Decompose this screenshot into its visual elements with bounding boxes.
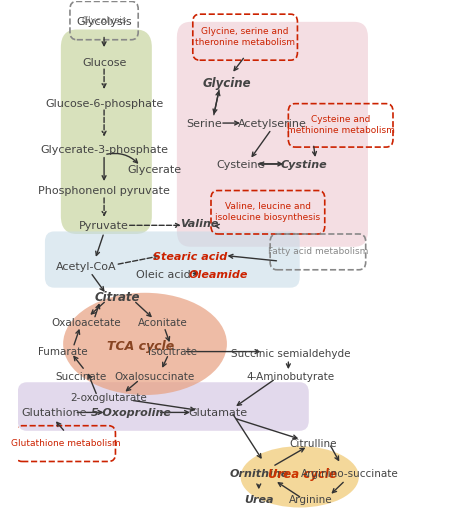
Text: Fumarate: Fumarate (38, 346, 88, 357)
Text: Ornithine: Ornithine (229, 469, 288, 479)
Text: Arginine: Arginine (289, 495, 333, 505)
Text: Stearic acid: Stearic acid (154, 252, 228, 262)
Text: Citrulline: Citrulline (290, 438, 337, 449)
Text: Glycolysis: Glycolysis (76, 17, 132, 27)
Text: Glucose: Glucose (82, 58, 126, 68)
Text: Glutamate: Glutamate (188, 408, 247, 418)
Text: Cysteine: Cysteine (216, 160, 265, 170)
Text: Phosphonenol pyruvate: Phosphonenol pyruvate (38, 186, 170, 195)
Text: TCA cycle: TCA cycle (107, 340, 174, 353)
Text: Glucose-6-phosphate: Glucose-6-phosphate (45, 99, 163, 108)
Text: Urea cycle: Urea cycle (267, 468, 337, 481)
Text: Oxaloacetate: Oxaloacetate (51, 319, 121, 328)
Text: Glycolysis: Glycolysis (82, 16, 127, 25)
FancyBboxPatch shape (61, 29, 152, 234)
Text: Succinic semialdehyde: Succinic semialdehyde (231, 349, 350, 359)
Text: Serine: Serine (186, 119, 222, 129)
Text: Aconitate: Aconitate (138, 319, 188, 328)
Text: 2-oxoglutarate: 2-oxoglutarate (70, 393, 147, 402)
Text: Urea: Urea (244, 495, 273, 505)
Text: Oxalosuccinate: Oxalosuccinate (114, 372, 194, 382)
Text: Acetyl-CoA: Acetyl-CoA (55, 262, 116, 272)
Text: Oleic acid: Oleic acid (136, 270, 191, 280)
Text: Cysteine and
methionine metabolism: Cysteine and methionine metabolism (287, 115, 394, 135)
FancyBboxPatch shape (177, 22, 368, 247)
Text: Glycine: Glycine (202, 77, 251, 89)
Text: Cystine: Cystine (281, 160, 328, 170)
Text: Citrate: Citrate (95, 291, 140, 304)
FancyBboxPatch shape (45, 231, 300, 288)
Text: Valine, leucine and
isoleucine biosynthesis: Valine, leucine and isoleucine biosynthe… (215, 202, 320, 223)
Text: Succinate: Succinate (56, 372, 107, 382)
FancyBboxPatch shape (18, 382, 309, 431)
Text: Glycerate: Glycerate (127, 165, 181, 175)
Text: Fatty acid metabolism: Fatty acid metabolism (268, 247, 368, 256)
Ellipse shape (63, 293, 227, 395)
Text: Pyruvate: Pyruvate (79, 222, 129, 231)
Text: 5-Oxoproline: 5-Oxoproline (91, 408, 172, 418)
Text: Arginino-succinate: Arginino-succinate (301, 469, 399, 479)
Text: 4-Aminobutyrate: 4-Aminobutyrate (246, 372, 335, 382)
Text: Acetylserine: Acetylserine (238, 119, 307, 129)
Text: Glycine, serine and
theronine metabolism: Glycine, serine and theronine metabolism (195, 27, 295, 47)
Text: Oleamide: Oleamide (188, 270, 247, 280)
Text: Isocitrate: Isocitrate (148, 346, 197, 357)
Text: Glycerate-3-phosphate: Glycerate-3-phosphate (40, 144, 168, 155)
Text: Glutathione metabolism: Glutathione metabolism (10, 439, 120, 448)
Ellipse shape (241, 446, 359, 507)
Text: Glutathione: Glutathione (21, 408, 87, 418)
Text: Valine: Valine (181, 219, 219, 229)
